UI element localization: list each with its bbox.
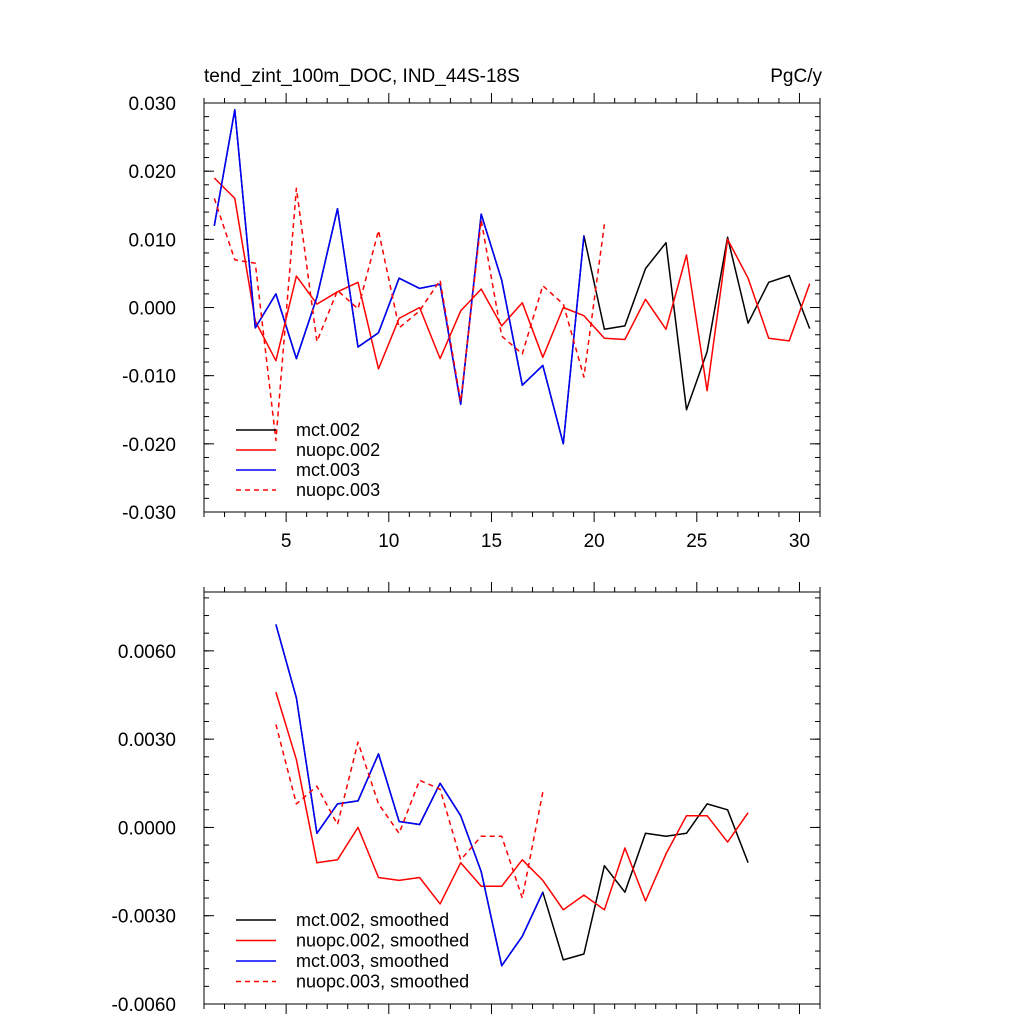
legend-label: nuopc.002, smoothed	[296, 931, 469, 951]
legend-label: nuopc.003, smoothed	[296, 972, 469, 992]
x-tick-label: 30	[789, 531, 810, 552]
legend-label: mct.002, smoothed	[296, 910, 449, 930]
x-tick-label: 25	[686, 531, 707, 552]
x-tick-label: 5	[281, 531, 292, 552]
bottom-plot-frame	[203, 591, 821, 1005]
y-tick-label: 0.010	[128, 230, 176, 251]
top-series-group	[213, 109, 811, 445]
y-tick-label: 0.0030	[118, 730, 176, 751]
y-tick-label: 0.000	[128, 299, 176, 320]
series-line-nuopc-002	[213, 177, 811, 392]
x-tick-label: 10	[378, 531, 399, 552]
y-tick-label: -0.0030	[112, 907, 176, 928]
y-tick-label: -0.010	[122, 367, 176, 388]
series-line-mct-002	[213, 109, 811, 445]
series-line-mct-003-smoothed	[275, 624, 544, 967]
bottom-ticks	[203, 582, 821, 1014]
series-line-mct-003	[213, 109, 585, 445]
series-line-nuopc-003	[213, 187, 606, 442]
y-tick-label: 0.0060	[118, 642, 176, 663]
legend-label: mct.002	[296, 420, 360, 440]
y-tick-label: 0.020	[128, 162, 176, 183]
top-tick-labels: 5 10 15 20 25 30 -0.030 -0.020 -0.010 0.000 0.010 0…	[122, 94, 810, 552]
bottom-tick-labels: -0.0060 -0.0030 0.0000 0.0030 0.0060	[112, 642, 176, 1016]
y-tick-label: 0.030	[128, 94, 176, 115]
y-tick-label: -0.0060	[112, 995, 176, 1016]
legend-label: nuopc.002	[296, 440, 380, 460]
bottom-series-group	[275, 624, 749, 967]
bottom-panel: -0.0060 -0.0030 0.0000 0.0030 0.0060 mct.002…	[112, 582, 821, 1016]
series-line-nuopc-003-smoothed	[275, 724, 544, 899]
chart-title: tend_zint_100m_DOC, IND_44S-18S	[204, 66, 520, 87]
y-tick-label: 0.0000	[118, 818, 176, 839]
legend-label: mct.003	[296, 460, 360, 480]
legend-label: mct.003, smoothed	[296, 951, 449, 971]
legend-label: nuopc.003	[296, 480, 380, 500]
x-tick-label: 20	[584, 531, 605, 552]
top-plot-frame	[203, 102, 821, 513]
series-line-nuopc-002-smoothed	[275, 691, 749, 911]
y-tick-label: -0.030	[122, 503, 176, 524]
y-tick-label: -0.020	[122, 435, 176, 456]
top-panel: tend_zint_100m_DOC, IND_44S-18S PgC/y 5 1…	[122, 66, 822, 552]
x-tick-label: 15	[481, 531, 502, 552]
chart-units: PgC/y	[770, 66, 822, 87]
